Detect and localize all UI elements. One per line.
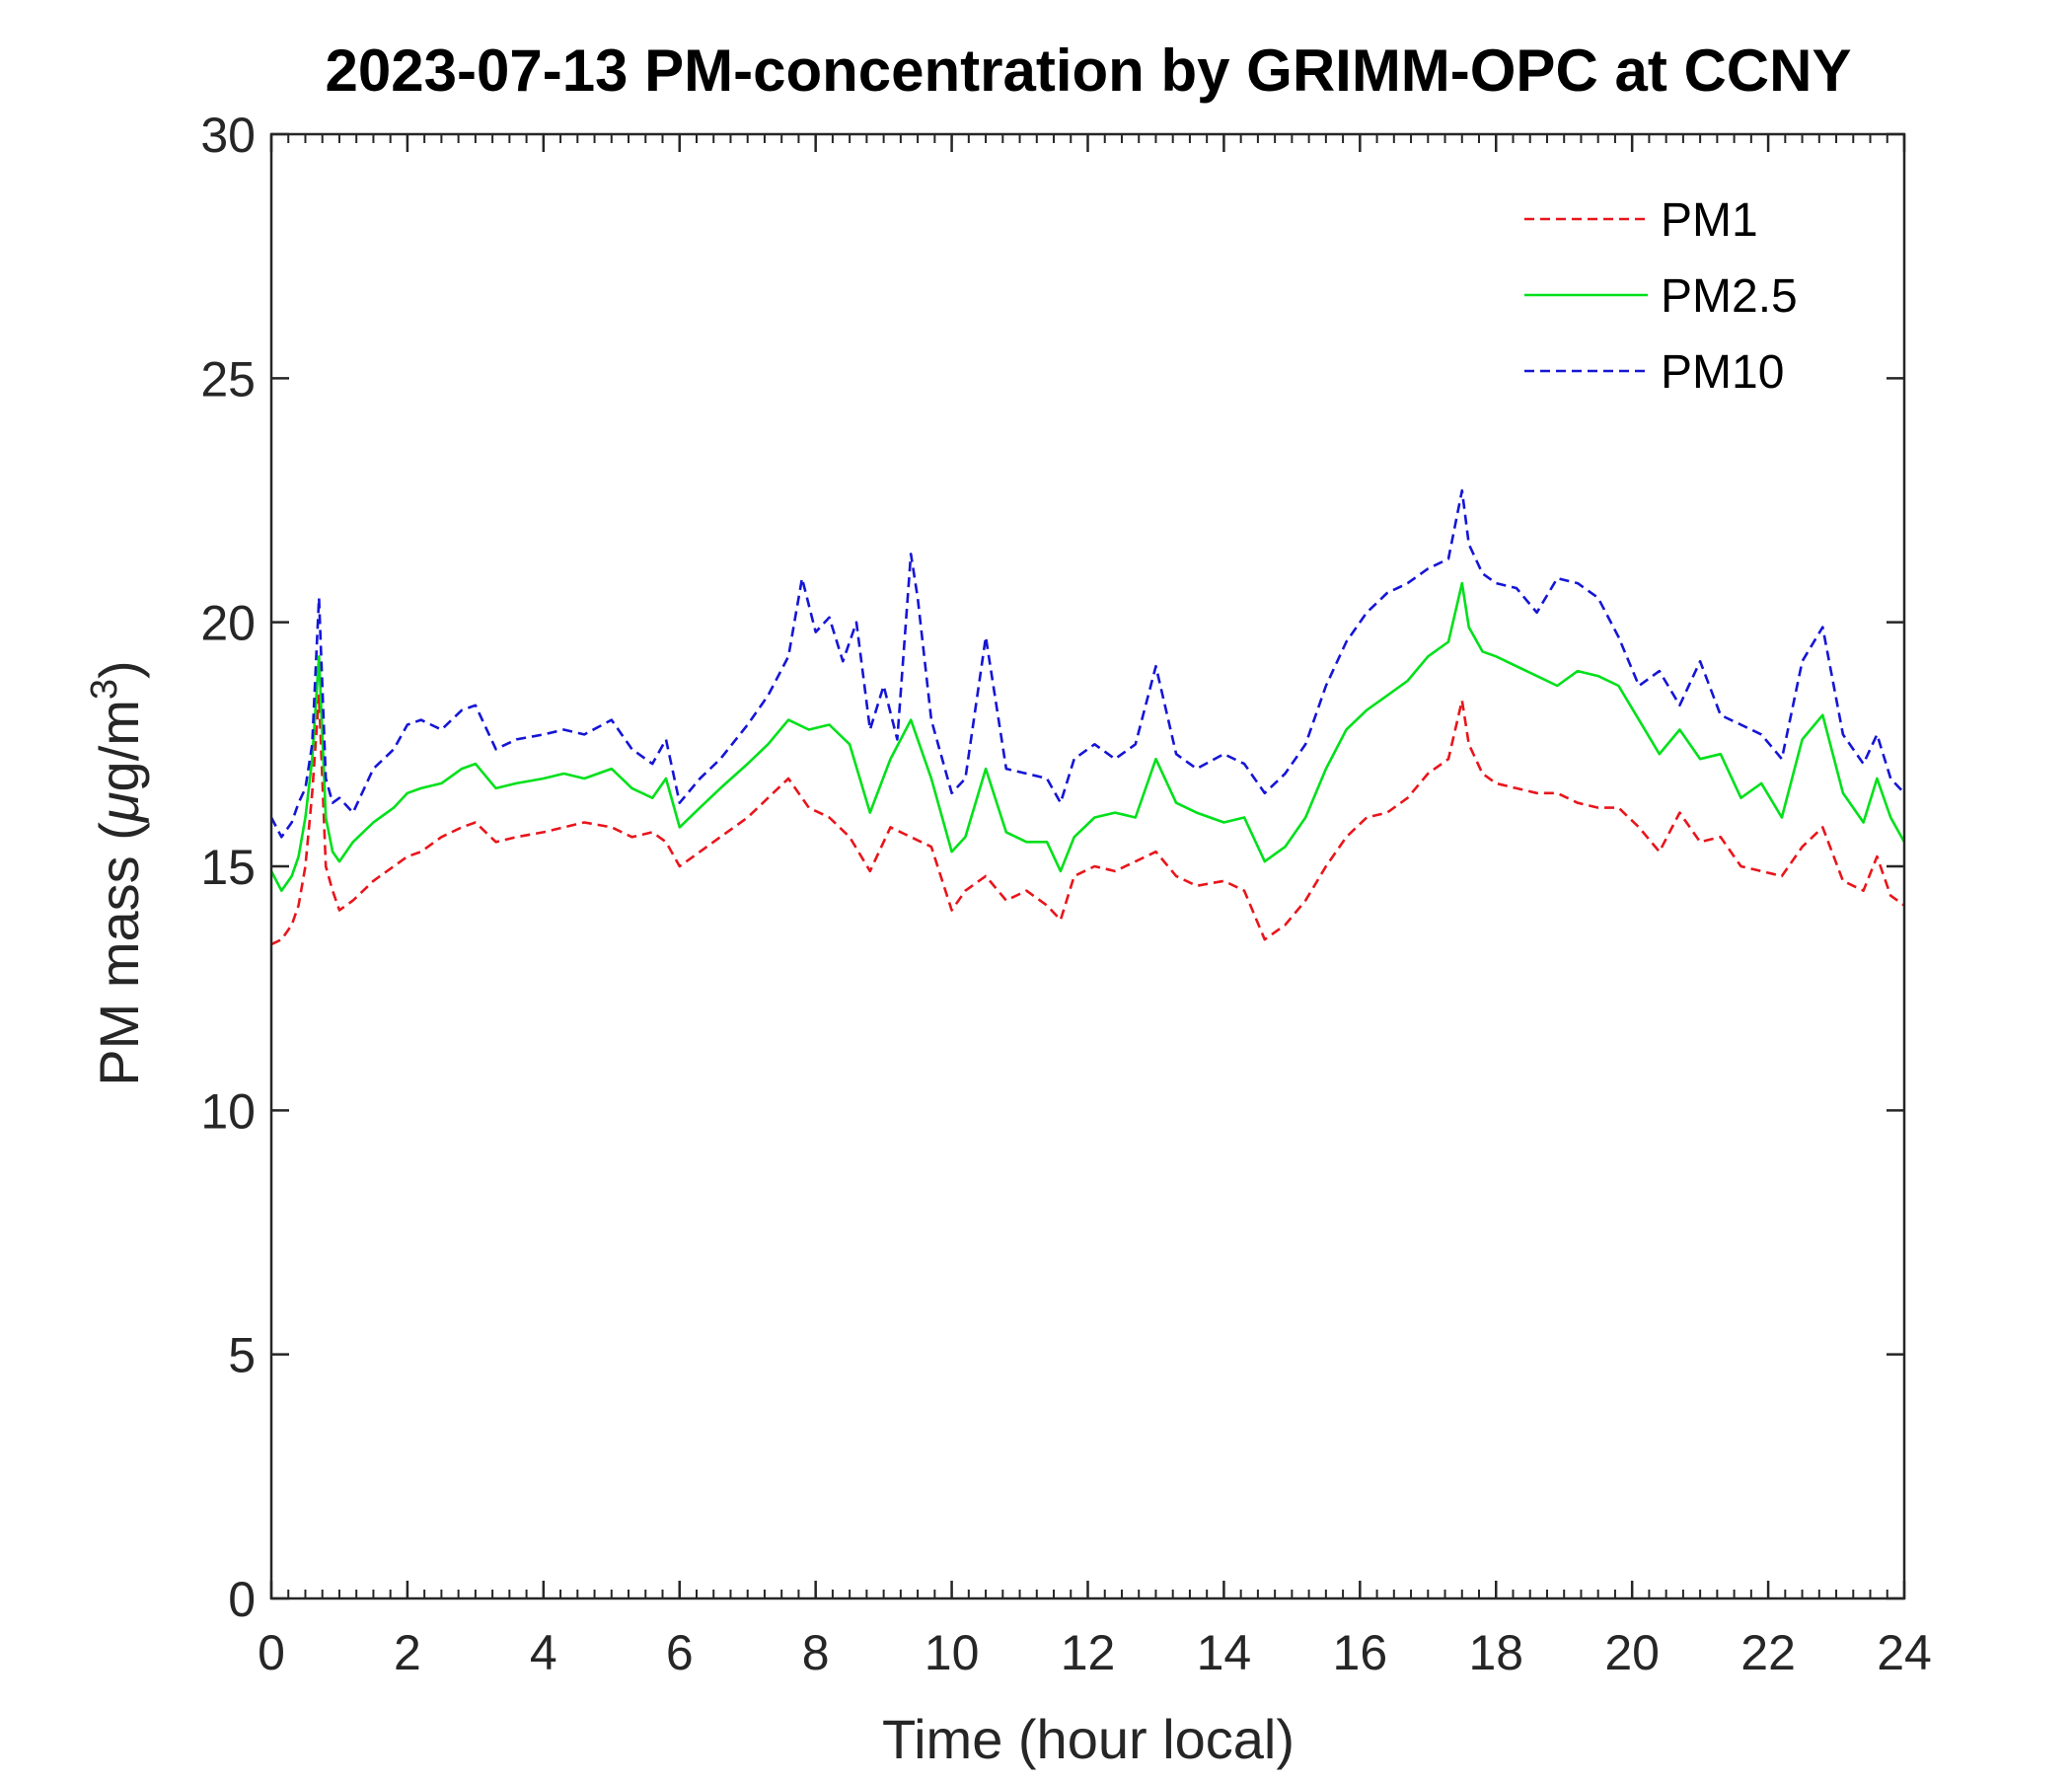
y-tick-label: 20 — [200, 596, 256, 651]
legend: PM1 PM2.5 PM10 — [1524, 194, 1798, 399]
x-tick-label: 14 — [1197, 1625, 1252, 1680]
y-axis-label-unit: g/m — [88, 700, 150, 791]
y-axis-label-prefix: PM mass ( — [88, 822, 150, 1086]
y-axis-label-mu: μ — [88, 791, 150, 824]
x-tick-label: 8 — [802, 1625, 830, 1680]
y-tick-label: 10 — [200, 1083, 256, 1139]
x-tick-label: 0 — [258, 1625, 285, 1680]
y-axis-label-superscript: 3 — [84, 679, 125, 700]
y-axis-label: PM mass (μg/m3) — [84, 660, 150, 1085]
plot-area — [271, 488, 1904, 946]
x-tick-label: 24 — [1877, 1625, 1932, 1680]
y-tick-label: 0 — [228, 1572, 256, 1627]
y-tick-label: 30 — [200, 108, 256, 163]
y-tick-label: 15 — [200, 840, 256, 895]
legend-label-pm1: PM1 — [1661, 194, 1758, 247]
legend-label-pm2-5: PM2.5 — [1661, 270, 1798, 323]
x-tick-label: 6 — [666, 1625, 694, 1680]
x-tick-label: 20 — [1604, 1625, 1660, 1680]
y-tick-label: 5 — [228, 1328, 256, 1383]
x-axis-label: Time (hour local) — [882, 1708, 1295, 1770]
x-tick-label: 16 — [1333, 1625, 1388, 1680]
x-tick-label: 12 — [1061, 1625, 1116, 1680]
x-tick-label: 22 — [1740, 1625, 1796, 1680]
x-tick-label: 10 — [925, 1625, 980, 1680]
legend-label-pm10: PM10 — [1661, 346, 1784, 399]
x-tick-label: 18 — [1468, 1625, 1523, 1680]
chart-title: 2023-07-13 PM-concentration by GRIMM-OPC… — [326, 37, 1852, 104]
x-tick-label: 2 — [394, 1625, 421, 1680]
y-axis-label-suffix: ) — [88, 660, 150, 679]
y-tick-label: 25 — [200, 351, 256, 407]
series-line-pm2-5 — [271, 581, 1904, 893]
x-tick-label: 4 — [530, 1625, 557, 1680]
series-line-pm10 — [271, 488, 1904, 839]
series-line-pm1 — [271, 694, 1904, 946]
